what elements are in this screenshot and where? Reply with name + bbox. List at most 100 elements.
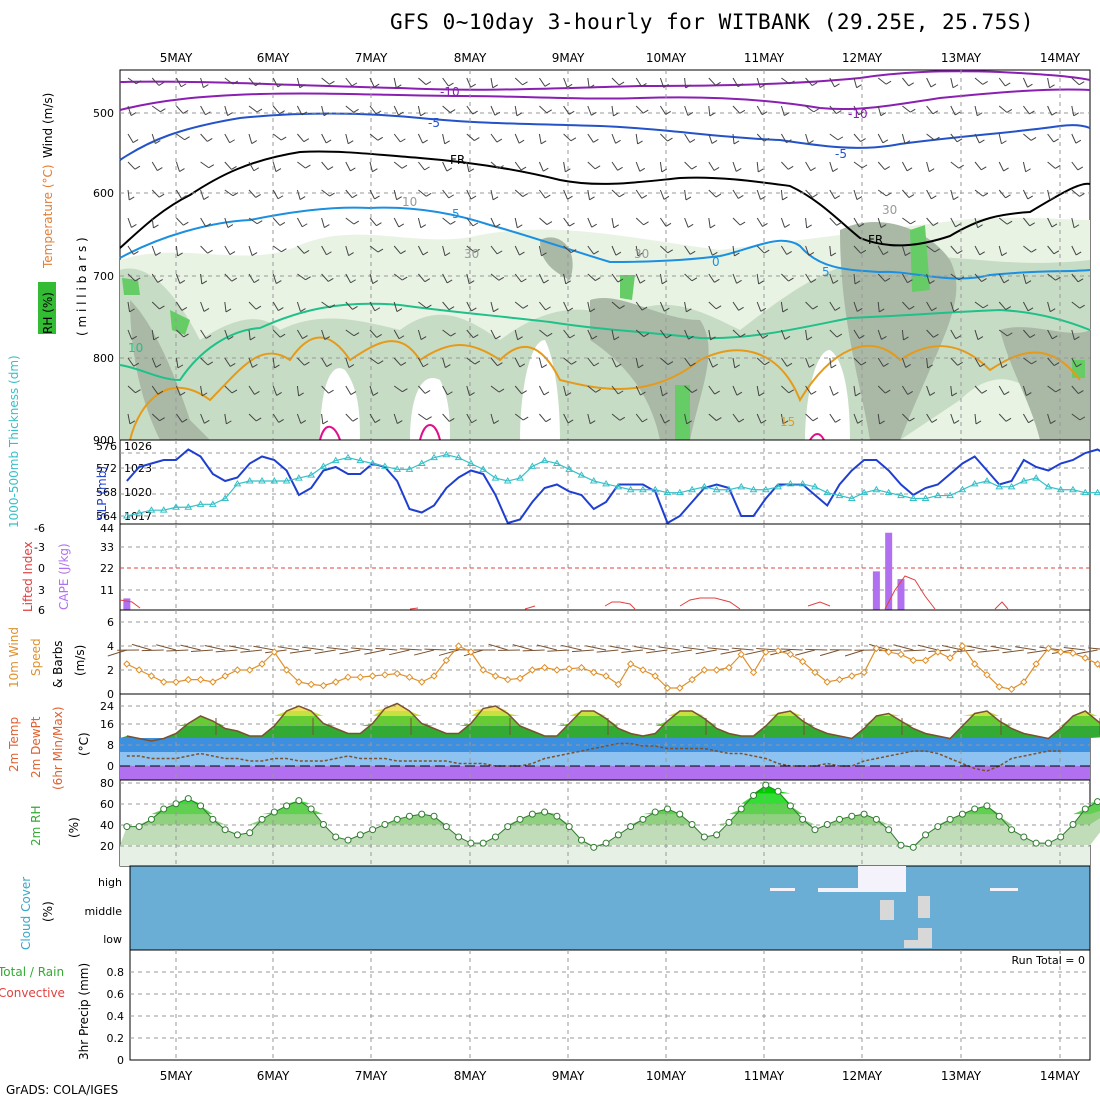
label-p15: 15 (780, 415, 795, 429)
wind-barb-flag (348, 364, 355, 368)
wind-barb-flag (880, 112, 887, 117)
wind-barb-flag (177, 252, 183, 257)
wind-barb-flag (860, 361, 867, 366)
wind-barb-flag (183, 333, 189, 338)
wind-barb (732, 77, 739, 87)
wind-barb-flag (808, 363, 815, 368)
wind10-point (393, 669, 401, 678)
wind-barb (175, 77, 182, 87)
wind-barb-flag (1078, 81, 1085, 86)
thickness-point (589, 477, 598, 484)
wind-barb (659, 77, 665, 88)
wind-barb-flag (425, 192, 432, 197)
wind-barb (732, 329, 741, 338)
wind10-point (848, 672, 856, 680)
thickness-point (712, 485, 721, 493)
label-slp: SLP (mb) (95, 466, 109, 520)
wind10-barb (966, 645, 988, 651)
wind-barb (708, 217, 711, 228)
rh-point (811, 826, 819, 834)
wind-barb-flag (425, 81, 432, 85)
thickness-point (1007, 482, 1016, 490)
wind-barb (853, 245, 862, 254)
wind-barb (635, 357, 639, 368)
wind-barb (538, 133, 542, 144)
rh-point (356, 831, 364, 839)
wind10-barb (277, 646, 299, 651)
label-p5: 5 (452, 207, 460, 221)
wind-barb (732, 357, 736, 368)
wind-barb (635, 161, 641, 172)
wind-barb-flag (663, 84, 669, 88)
wind-barb-flag (302, 335, 308, 340)
date-label-top: 7MAY (355, 51, 388, 65)
wind-barb (998, 413, 1007, 422)
wind-barb-flag (1003, 279, 1010, 284)
wind10-barb (240, 649, 263, 653)
wind-barb (417, 357, 424, 367)
wind-barb-flag (737, 83, 744, 88)
wind-barb-flag (812, 417, 819, 422)
wind-barb (587, 217, 593, 228)
wind-barb-flag (859, 335, 865, 339)
wind10-point (639, 666, 647, 674)
wind-barb-flag (595, 277, 601, 281)
wind-barb (1022, 273, 1027, 284)
wind-barb-flag (1055, 388, 1061, 393)
wind-barb (369, 133, 379, 141)
wind10-point (418, 678, 426, 686)
wind-barb-flag (541, 252, 547, 257)
wind-barb-flag (350, 167, 356, 172)
wind-barb-flag (667, 361, 674, 365)
wind-barb (345, 329, 355, 337)
wind-barb (659, 189, 665, 200)
wind-barb-flag (325, 139, 332, 144)
wind-barb (321, 217, 325, 228)
wind-barb (805, 329, 808, 340)
wind-barb (1022, 385, 1027, 396)
wind-barb (393, 385, 403, 393)
wind-barb (224, 189, 234, 197)
rh-point (799, 815, 807, 823)
slp-tick: 1026 (124, 440, 152, 453)
wind10-point (946, 654, 954, 662)
wind-barb (466, 217, 474, 227)
wind-barb (853, 105, 860, 116)
wind-barb (151, 273, 159, 283)
wind-barb (660, 133, 668, 142)
wind-barb-flag (398, 111, 404, 116)
wind-barb-flag (1001, 364, 1008, 368)
wind-barb (611, 245, 617, 256)
wind10-point (958, 642, 967, 650)
wind-barb-flag (179, 168, 185, 172)
wind-barb-flag (758, 280, 764, 285)
wind-barb-flag (328, 389, 334, 394)
wind-barb-flag (666, 334, 672, 339)
wind-barb (805, 161, 812, 171)
wind-barb (200, 77, 204, 88)
wind-barb-flag (205, 334, 212, 339)
wind-barb-flag (155, 251, 161, 256)
wind-barb-flag (157, 390, 164, 395)
label-p0: 0 (712, 255, 720, 269)
temp-band-0-8 (120, 752, 1090, 766)
wind10-point (983, 671, 991, 679)
wind-barb-flag (567, 419, 574, 424)
wind10-barb (707, 647, 729, 651)
footer-credit: GrADS: COLA/IGES (6, 1083, 119, 1097)
rh-point (160, 805, 168, 813)
wind-barb-flag (326, 251, 332, 256)
wind-barb-flag (1075, 251, 1082, 256)
wind-barb-flag (254, 390, 260, 395)
wind-barb (708, 189, 717, 198)
wind-barb-flag (1005, 194, 1011, 199)
wind-barb-flag (715, 81, 721, 86)
wind-barb-flag (1028, 419, 1034, 424)
wind10-barb (389, 649, 410, 656)
precip-tick: 0.2 (107, 1032, 125, 1045)
wind-barb (974, 105, 978, 116)
wind-barb-flag (981, 166, 987, 171)
wind-barb (684, 273, 693, 282)
wind-barb (611, 385, 619, 395)
wind-barb-flag (424, 278, 431, 283)
